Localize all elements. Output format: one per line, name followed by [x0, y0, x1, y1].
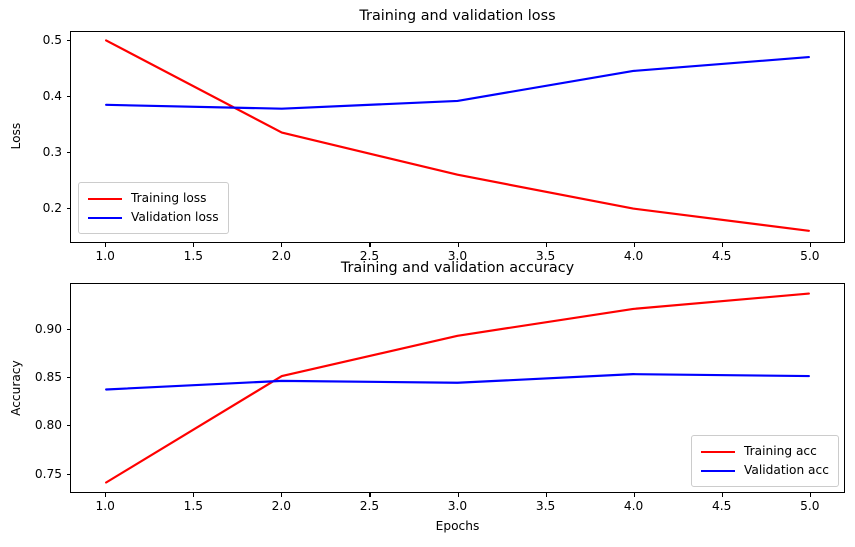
xtick-label: 1.0: [95, 499, 115, 513]
xtick-label: 1.5: [183, 499, 203, 513]
xtick-mark: [545, 493, 547, 497]
xtick-label: 2.0: [271, 499, 292, 513]
ytick-mark: [66, 207, 70, 209]
loss-training-line: [105, 39, 810, 232]
legend-label-validation-loss: Validation loss: [131, 210, 219, 225]
legend-swatch-training-acc: [701, 450, 735, 453]
ytick-mark: [66, 425, 70, 427]
xtick-mark: [721, 243, 723, 247]
legend-item-training-acc[interactable]: Training acc: [701, 442, 829, 461]
accuracy-chart-title: Training and validation accuracy: [340, 260, 575, 276]
ytick-label: 0.4: [42, 88, 62, 103]
accuracy-chart-legend[interactable]: Training acc Validation acc: [691, 435, 839, 487]
xtick-mark: [545, 243, 547, 247]
xtick-mark: [633, 243, 635, 247]
xtick-mark: [193, 243, 195, 247]
xtick-label: 3.0: [447, 249, 468, 263]
legend-label-validation-acc: Validation acc: [744, 463, 829, 478]
ytick-label: 0.90: [34, 321, 62, 336]
xtick-mark: [105, 493, 107, 497]
xtick-mark: [281, 493, 283, 497]
loss-chart-legend[interactable]: Training loss Validation loss: [78, 182, 229, 234]
xtick-label: 2.0: [271, 249, 292, 263]
ytick-label: 0.2: [42, 200, 62, 215]
ytick-mark: [66, 39, 70, 41]
ytick-label: 0.5: [42, 32, 62, 47]
xtick-label: 3.5: [535, 499, 556, 513]
legend-swatch-validation-acc: [701, 469, 735, 472]
loss-validation-line: [105, 55, 810, 110]
xtick-label: 4.5: [712, 499, 732, 513]
loss-chart-plot-area: [105, 39, 810, 232]
xtick-label: 3.5: [535, 249, 556, 263]
legend-item-validation-acc[interactable]: Validation acc: [701, 461, 829, 480]
legend-label-training-loss: Training loss: [131, 191, 207, 206]
ytick-mark: [66, 95, 70, 97]
xtick-mark: [193, 493, 195, 497]
xtick-label: 1.5: [183, 249, 203, 263]
legend-item-training-loss[interactable]: Training loss: [88, 189, 219, 208]
xtick-mark: [105, 243, 107, 247]
accuracy-validation-line: [105, 373, 810, 391]
ytick-label: 0.75: [34, 466, 62, 481]
ytick-label: 0.3: [42, 144, 62, 159]
xtick-mark: [809, 243, 811, 247]
legend-label-training-acc: Training acc: [744, 444, 817, 459]
ytick-label: 0.80: [34, 418, 62, 433]
accuracy-chart-ylabel: Accuracy: [8, 360, 23, 416]
xtick-mark: [809, 493, 811, 497]
xtick-mark: [369, 493, 371, 497]
xtick-label: 2.5: [359, 249, 380, 263]
legend-swatch-validation-loss: [88, 216, 122, 219]
xtick-label: 2.5: [359, 499, 380, 513]
xtick-mark: [457, 243, 459, 247]
xtick-label: 1.0: [95, 249, 115, 263]
xtick-mark: [633, 493, 635, 497]
accuracy-training-line: [105, 292, 810, 484]
loss-chart-title: Training and validation loss: [359, 8, 556, 24]
ytick-mark: [66, 328, 70, 330]
accuracy-chart-plot-area: [105, 292, 810, 484]
ytick-mark: [66, 151, 70, 153]
loss-chart-ylabel: Loss: [8, 122, 23, 150]
legend-swatch-training-loss: [88, 197, 122, 200]
legend-item-validation-loss[interactable]: Validation loss: [88, 208, 219, 227]
xtick-label: 3.0: [447, 499, 468, 513]
xtick-label: 4.5: [712, 249, 732, 263]
xtick-label: 4.0: [623, 249, 644, 263]
accuracy-chart-xlabel: Epochs: [435, 519, 480, 533]
ytick-mark: [66, 376, 70, 378]
ytick-mark: [66, 473, 70, 475]
ytick-label: 0.85: [34, 369, 62, 384]
xtick-mark: [721, 493, 723, 497]
xtick-mark: [369, 243, 371, 247]
xtick-mark: [457, 493, 459, 497]
xtick-mark: [281, 243, 283, 247]
xtick-label: 4.0: [623, 499, 644, 513]
xtick-label: 5.0: [800, 249, 820, 263]
xtick-label: 5.0: [800, 499, 820, 513]
